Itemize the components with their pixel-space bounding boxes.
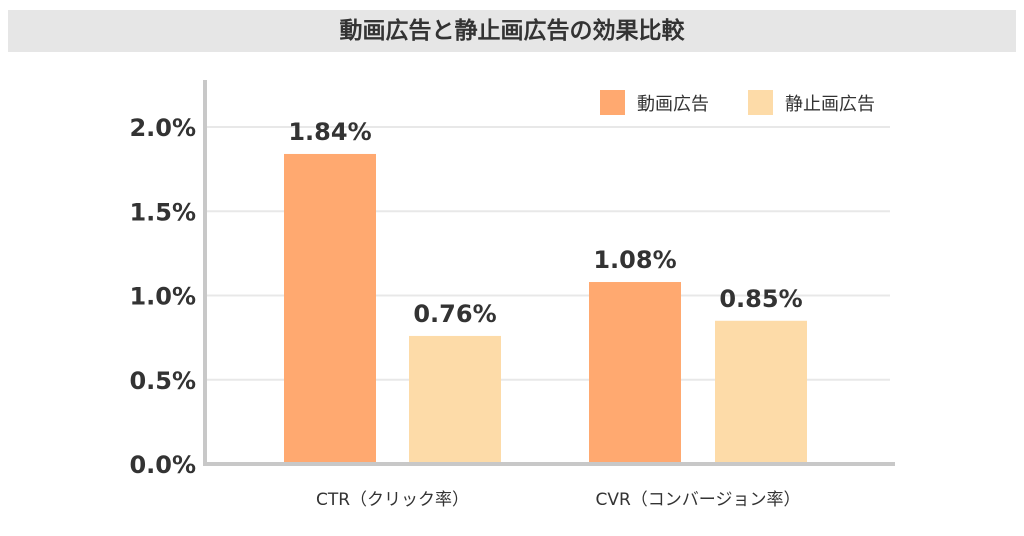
bar: [715, 320, 807, 464]
bar: [284, 153, 376, 464]
data-label: 0.85%: [719, 285, 802, 313]
y-tick-label: 0.0%: [129, 451, 196, 479]
legend-label: 動画広告: [637, 94, 709, 115]
bar: [409, 335, 501, 464]
data-label: 0.76%: [413, 300, 496, 328]
legend-swatch: [748, 90, 773, 115]
y-tick-label: 1.5%: [129, 198, 196, 226]
x-tick-label: CVR（コンバージョン率）: [596, 490, 801, 510]
data-label: 1.08%: [593, 246, 676, 274]
y-tick-label: 2.0%: [129, 114, 196, 142]
chart-title: 動画広告と静止画広告の効果比較: [8, 10, 1016, 52]
y-tick-label: 1.0%: [129, 283, 196, 311]
x-tick-label: CTR（クリック率）: [316, 490, 469, 510]
legend-label: 静止画広告: [785, 94, 875, 115]
legend-swatch: [600, 90, 625, 115]
data-label: 1.84%: [288, 118, 371, 146]
bar: [589, 282, 681, 464]
y-tick-label: 0.5%: [129, 367, 196, 395]
